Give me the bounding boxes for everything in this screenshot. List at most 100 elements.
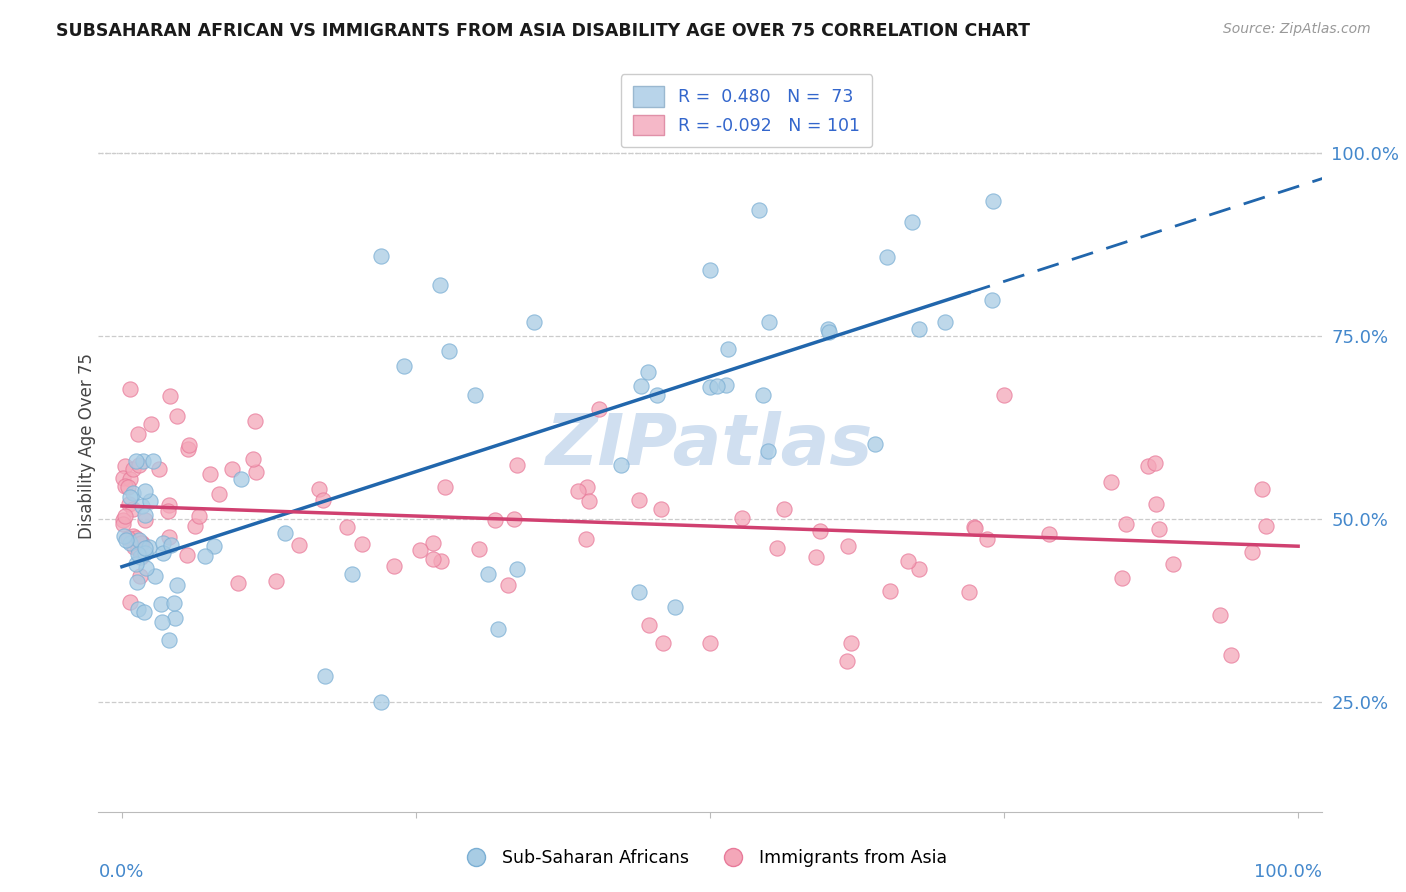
- Point: [157, 529, 180, 543]
- Point: [752, 388, 775, 402]
- Point: [486, 622, 509, 636]
- Point: [837, 539, 859, 553]
- Point: [717, 342, 740, 356]
- Point: [138, 541, 160, 555]
- Point: [498, 578, 520, 592]
- Point: [468, 541, 491, 556]
- Point: [1208, 608, 1230, 623]
- Point: [477, 566, 499, 581]
- Point: [129, 536, 152, 550]
- Point: [125, 531, 148, 545]
- Point: [837, 654, 859, 668]
- Point: [714, 377, 737, 392]
- Point: [112, 513, 135, 527]
- Point: [336, 519, 359, 533]
- Text: ZIPatlas: ZIPatlas: [547, 411, 873, 481]
- Point: [1136, 458, 1159, 473]
- Point: [567, 483, 589, 498]
- Point: [127, 541, 149, 555]
- Point: [226, 575, 249, 590]
- Point: [120, 490, 142, 504]
- Point: [176, 548, 198, 562]
- Point: [134, 513, 156, 527]
- Point: [143, 569, 166, 583]
- Point: [166, 409, 188, 423]
- Point: [773, 501, 796, 516]
- Point: [699, 380, 721, 394]
- Point: [134, 483, 156, 498]
- Point: [422, 551, 444, 566]
- Point: [429, 278, 451, 293]
- Point: [645, 388, 668, 402]
- Point: [429, 554, 451, 568]
- Point: [1144, 497, 1167, 511]
- Point: [758, 315, 780, 329]
- Point: [287, 538, 309, 552]
- Point: [630, 379, 652, 393]
- Point: [132, 605, 155, 619]
- Point: [699, 636, 721, 650]
- Point: [273, 526, 295, 541]
- Text: SUBSAHARAN AFRICAN VS IMMIGRANTS FROM ASIA DISABILITY AGE OVER 75 CORRELATION CH: SUBSAHARAN AFRICAN VS IMMIGRANTS FROM AS…: [56, 22, 1031, 40]
- Point: [114, 478, 136, 492]
- Point: [221, 462, 243, 476]
- Point: [117, 532, 139, 546]
- Point: [156, 504, 179, 518]
- Point: [637, 617, 659, 632]
- Point: [125, 453, 148, 467]
- Point: [314, 669, 336, 683]
- Point: [118, 497, 141, 511]
- Point: [184, 519, 207, 533]
- Point: [127, 427, 149, 442]
- Point: [382, 559, 405, 574]
- Point: [134, 508, 156, 523]
- Point: [128, 533, 150, 547]
- Point: [437, 343, 460, 358]
- Point: [808, 524, 831, 539]
- Text: Source: ZipAtlas.com: Source: ZipAtlas.com: [1223, 22, 1371, 37]
- Legend: Sub-Saharan Africans, Immigrants from Asia: Sub-Saharan Africans, Immigrants from As…: [453, 843, 953, 874]
- Point: [370, 695, 392, 709]
- Point: [118, 382, 141, 396]
- Point: [652, 636, 675, 650]
- Point: [464, 388, 486, 402]
- Point: [166, 578, 188, 592]
- Point: [1220, 648, 1243, 662]
- Point: [1038, 527, 1060, 541]
- Text: 0.0%: 0.0%: [98, 863, 143, 881]
- Point: [965, 521, 987, 535]
- Point: [1115, 516, 1137, 531]
- Point: [588, 402, 610, 417]
- Point: [628, 493, 651, 508]
- Point: [121, 461, 143, 475]
- Point: [149, 597, 172, 611]
- Point: [188, 509, 211, 524]
- Legend: R =  0.480   N =  73, R = -0.092   N = 101: R = 0.480 N = 73, R = -0.092 N = 101: [621, 74, 872, 147]
- Point: [876, 250, 898, 264]
- Point: [804, 549, 827, 564]
- Point: [177, 442, 200, 457]
- Point: [981, 293, 1004, 307]
- Point: [128, 458, 150, 472]
- Point: [112, 517, 135, 532]
- Point: [122, 540, 145, 554]
- Point: [1250, 482, 1272, 496]
- Point: [118, 472, 141, 486]
- Point: [127, 601, 149, 615]
- Point: [152, 535, 174, 549]
- Point: [1099, 475, 1122, 489]
- Text: 100.0%: 100.0%: [1254, 863, 1322, 881]
- Point: [699, 262, 721, 277]
- Point: [163, 610, 186, 624]
- Point: [839, 636, 862, 650]
- Point: [264, 574, 287, 588]
- Point: [139, 417, 162, 431]
- Point: [311, 493, 333, 508]
- Point: [766, 541, 789, 555]
- Point: [505, 458, 527, 472]
- Point: [131, 536, 153, 550]
- Point: [202, 539, 225, 553]
- Point: [139, 493, 162, 508]
- Point: [118, 536, 141, 550]
- Point: [1111, 571, 1133, 585]
